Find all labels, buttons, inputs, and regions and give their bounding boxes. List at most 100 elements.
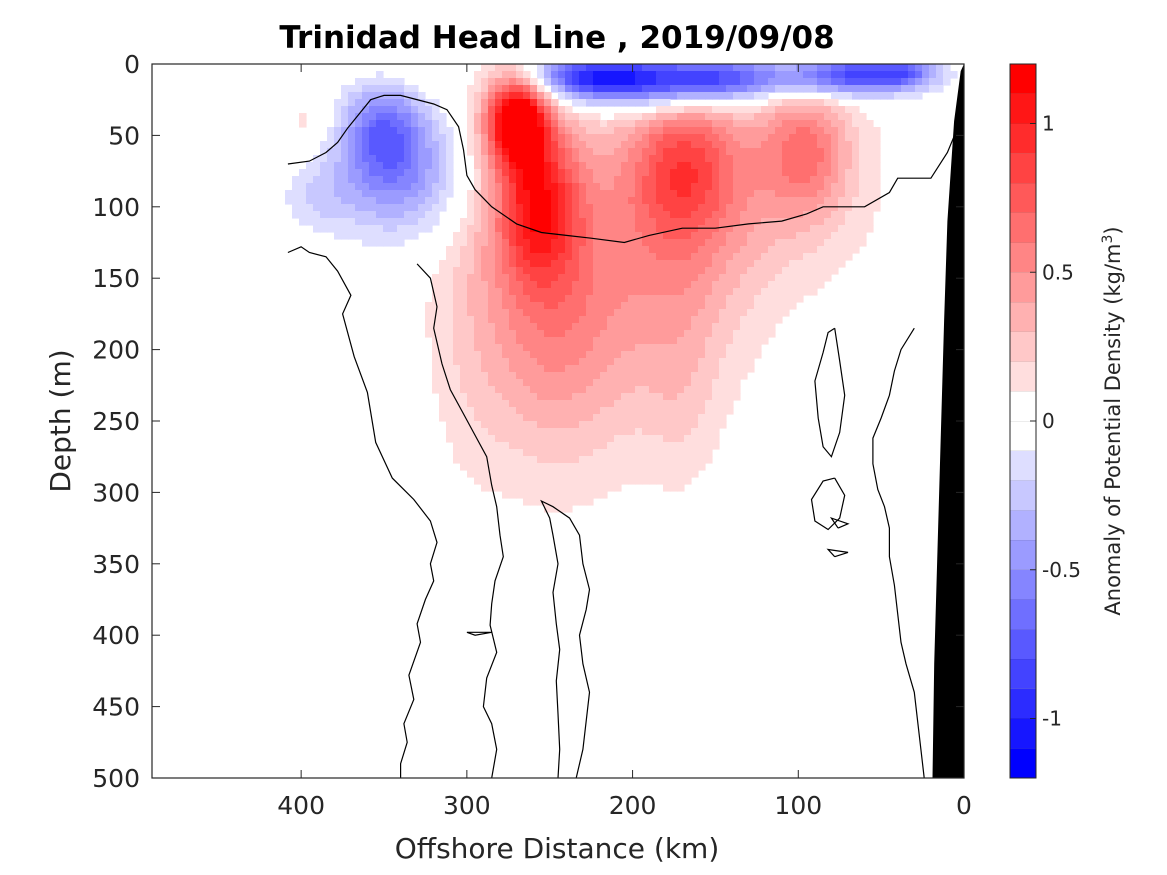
field-cell	[572, 351, 580, 359]
field-cell	[418, 148, 426, 156]
y-tick-label: 400	[92, 621, 140, 650]
field-cell	[523, 71, 531, 79]
field-cell	[845, 106, 853, 114]
field-cell	[761, 211, 769, 219]
field-cell	[621, 442, 629, 450]
field-cell	[544, 239, 552, 247]
field-cell	[698, 218, 706, 226]
field-cell	[684, 92, 692, 100]
field-cell	[565, 225, 573, 233]
field-cell	[796, 267, 804, 275]
field-cell	[565, 484, 573, 492]
field-cell	[831, 169, 839, 177]
field-cell	[649, 239, 657, 247]
field-cell	[432, 134, 440, 142]
field-cell	[530, 253, 538, 261]
field-cell	[663, 106, 671, 114]
field-cell	[600, 316, 608, 324]
field-cell	[831, 141, 839, 149]
field-cell	[621, 463, 629, 471]
field-cell	[390, 218, 398, 226]
field-cell	[593, 92, 601, 100]
field-cell	[621, 169, 629, 177]
field-cell	[453, 393, 461, 401]
field-cell	[803, 120, 811, 128]
field-cell	[838, 204, 846, 212]
field-cell	[481, 197, 489, 205]
field-cell	[691, 414, 699, 422]
field-cell	[649, 113, 657, 121]
field-cell	[782, 288, 790, 296]
field-cell	[726, 141, 734, 149]
field-cell	[474, 351, 482, 359]
field-cell	[516, 162, 524, 170]
field-cell	[712, 71, 720, 79]
field-cell	[810, 162, 818, 170]
field-cell	[537, 253, 545, 261]
field-cell	[579, 421, 587, 429]
field-cell	[635, 99, 643, 107]
field-cell	[642, 71, 650, 79]
field-cell	[453, 428, 461, 436]
field-cell	[607, 407, 615, 415]
field-cell	[740, 316, 748, 324]
field-cell	[558, 498, 566, 506]
field-cell	[586, 498, 594, 506]
field-cell	[460, 274, 468, 282]
field-cell	[474, 127, 482, 135]
field-cell	[719, 351, 727, 359]
field-cell	[845, 204, 853, 212]
field-cell	[649, 386, 657, 394]
field-cell	[495, 442, 503, 450]
field-cell	[481, 386, 489, 394]
field-cell	[712, 127, 720, 135]
field-cell	[628, 288, 636, 296]
field-cell	[537, 407, 545, 415]
field-cell	[796, 218, 804, 226]
field-cell	[565, 281, 573, 289]
field-cell	[782, 211, 790, 219]
field-cell	[327, 169, 335, 177]
field-cell	[670, 127, 678, 135]
field-cell	[691, 246, 699, 254]
field-cell	[565, 260, 573, 268]
field-cell	[908, 64, 916, 72]
field-cell	[670, 484, 678, 492]
field-cell	[838, 197, 846, 205]
field-cell	[698, 113, 706, 121]
field-cell	[551, 372, 559, 380]
field-cell	[705, 281, 713, 289]
zero-contour-line	[287, 94, 957, 244]
field-cell	[677, 155, 685, 163]
field-cell	[404, 113, 412, 121]
field-cell	[488, 358, 496, 366]
field-cell	[628, 463, 636, 471]
field-cell	[306, 176, 314, 184]
field-cell	[509, 246, 517, 254]
field-cell	[586, 379, 594, 387]
field-cell	[915, 64, 923, 72]
field-cell	[880, 71, 888, 79]
field-cell	[761, 323, 769, 331]
field-cell	[341, 176, 349, 184]
field-cell	[866, 218, 874, 226]
field-cell	[796, 169, 804, 177]
field-cell	[642, 197, 650, 205]
field-cell	[649, 407, 657, 415]
field-cell	[789, 78, 797, 86]
field-cell	[474, 78, 482, 86]
field-cell	[383, 211, 391, 219]
y-tick-label: 0	[124, 50, 140, 79]
field-cell	[642, 393, 650, 401]
field-cell	[642, 260, 650, 268]
field-cell	[838, 239, 846, 247]
field-cell	[614, 78, 622, 86]
field-cell	[712, 134, 720, 142]
field-cell	[607, 302, 615, 310]
field-cell	[747, 204, 755, 212]
field-cell	[810, 225, 818, 233]
field-cell	[593, 260, 601, 268]
field-cell	[810, 274, 818, 282]
field-cell	[642, 176, 650, 184]
field-cell	[544, 176, 552, 184]
